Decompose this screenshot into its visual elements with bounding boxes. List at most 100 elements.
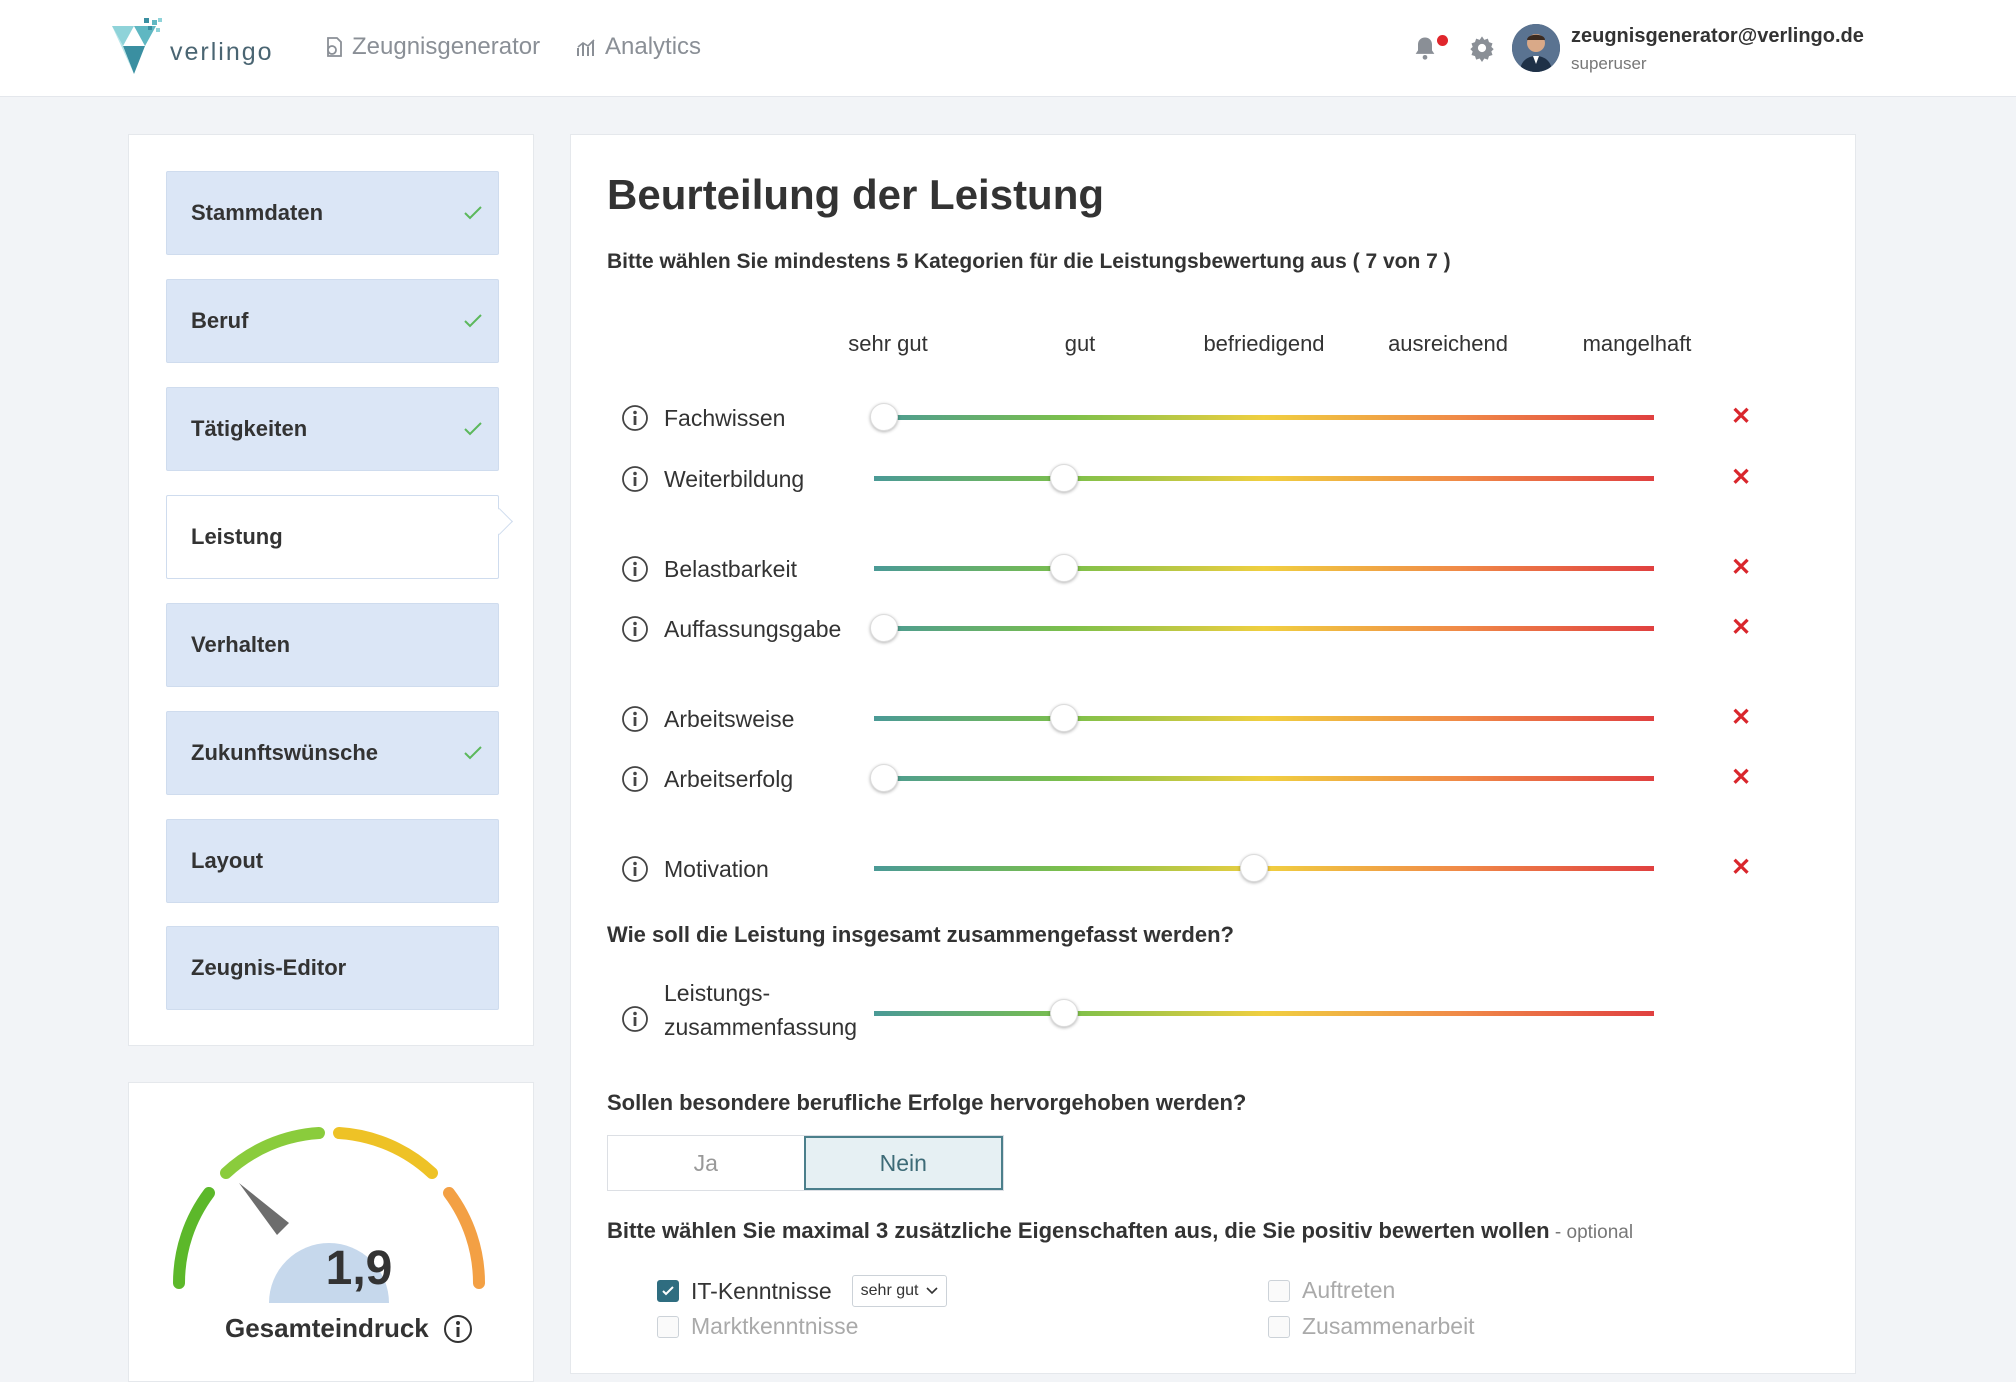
rating-label: Weiterbildung	[664, 466, 805, 492]
remove-icon[interactable]: ✕	[1730, 554, 1752, 581]
rating-label: Arbeitsweise	[664, 706, 795, 732]
step-leistung[interactable]: Leistung	[166, 495, 499, 579]
slider-handle[interactable]	[870, 614, 898, 642]
step-label: Verhalten	[191, 632, 291, 657]
slider-handle[interactable]	[870, 403, 898, 431]
extra-auftreten: Auftreten	[1268, 1277, 1395, 1304]
user-email[interactable]: zeugnisgenerator@verlingo.de	[1571, 25, 1864, 47]
step-sidebar: Stammdaten Beruf Tätigkeiten Leistung Ve…	[128, 134, 534, 1046]
rating-row: Fachwissen ✕	[571, 394, 1857, 440]
remove-icon[interactable]: ✕	[1730, 854, 1752, 881]
toggle-ja-button[interactable]: Ja	[608, 1136, 804, 1190]
step-zukunftswuensche[interactable]: Zukunftswünsche	[166, 711, 499, 795]
user-role: superuser	[1571, 54, 1647, 73]
slider-handle[interactable]	[1050, 704, 1078, 732]
info-icon[interactable]	[621, 1005, 649, 1033]
rating-slider-track[interactable]	[870, 614, 1654, 642]
rating-row: Belastbarkeit ✕	[571, 545, 1857, 591]
toggle-nein-button[interactable]: Nein	[803, 1136, 1003, 1190]
rating-row: Motivation ✕	[571, 845, 1857, 891]
rating-row: Arbeitsweise ✕	[571, 695, 1857, 741]
info-icon[interactable]	[621, 465, 649, 493]
gauge-segment-3	[333, 1127, 438, 1179]
checkbox[interactable]	[1268, 1279, 1290, 1302]
slider-handle[interactable]	[1050, 464, 1078, 492]
step-stammdaten[interactable]: Stammdaten	[166, 171, 499, 255]
summary-row: Leistungs- zusammenfassung	[571, 977, 1857, 1040]
bell-icon[interactable]	[1411, 34, 1439, 62]
gauge-hub	[269, 1243, 389, 1303]
slider-gradient	[874, 476, 1654, 481]
rating-slider-track[interactable]	[870, 403, 1654, 431]
extra-marktkenntnisse: Marktkenntnisse	[657, 1313, 858, 1340]
step-beruf[interactable]: Beruf	[166, 279, 499, 363]
nav-analytics[interactable]: Analytics	[575, 33, 701, 61]
slider-gradient	[874, 415, 1654, 420]
remove-icon[interactable]: ✕	[1730, 614, 1752, 641]
rating-select[interactable]: sehr gut	[851, 1275, 948, 1307]
slider-handle[interactable]	[1050, 999, 1078, 1027]
step-taetigkeiten[interactable]: Tätigkeiten	[166, 387, 499, 471]
slider-handle[interactable]	[1050, 554, 1078, 582]
info-icon[interactable]	[621, 705, 649, 733]
step-verhalten[interactable]: Verhalten	[166, 603, 499, 687]
step-label: Zeugnis-Editor	[191, 955, 347, 980]
slider-gradient	[874, 566, 1654, 571]
rating-slider-track[interactable]	[874, 464, 1654, 492]
step-label: Layout	[191, 848, 264, 873]
step-label: Leistung	[191, 524, 283, 549]
checkbox-checked[interactable]	[657, 1280, 679, 1302]
checkbox[interactable]	[1268, 1315, 1290, 1338]
rating-slider-track[interactable]	[874, 554, 1654, 582]
step-layout[interactable]: Layout	[166, 819, 499, 903]
remove-icon[interactable]: ✕	[1730, 403, 1752, 430]
logo-text: verlingo	[170, 38, 274, 66]
rating-slider-track[interactable]	[874, 854, 1654, 882]
step-zeugnis-editor[interactable]: Zeugnis-Editor	[166, 926, 499, 1010]
slider-handle[interactable]	[870, 764, 898, 792]
check-icon	[464, 746, 482, 760]
slider-handle[interactable]	[1240, 854, 1268, 882]
extra-zusammenarbeit: Zusammenarbeit	[1268, 1313, 1475, 1340]
notification-dot	[1437, 35, 1448, 46]
info-icon[interactable]	[621, 615, 649, 643]
rating-row: Auffassungsgabe ✕	[571, 605, 1857, 651]
extra-label: Zusammenarbeit	[1302, 1313, 1475, 1339]
grade-mangelhaft: mangelhaft	[1582, 331, 1692, 356]
gauge-segment-4	[443, 1187, 485, 1289]
info-icon[interactable]	[621, 404, 649, 432]
rating-row: Arbeitserfolg ✕	[571, 755, 1857, 801]
info-icon[interactable]	[621, 765, 649, 793]
slider-gradient	[874, 716, 1654, 721]
logo-mark-icon	[112, 18, 162, 74]
rating-slider-track[interactable]	[874, 704, 1654, 732]
info-icon[interactable]	[443, 1314, 473, 1344]
page-title: Beurteilung der Leistung	[607, 171, 1105, 218]
avatar[interactable]	[1512, 24, 1560, 72]
select-value: sehr gut	[860, 1282, 919, 1299]
rating-row: Weiterbildung ✕	[571, 455, 1857, 501]
rating-label: Fachwissen	[664, 405, 786, 431]
gauge-chart	[173, 1127, 485, 1303]
user-photo-icon	[1512, 24, 1560, 72]
extra-label: Auftreten	[1302, 1277, 1396, 1303]
nav-zeugnisgenerator[interactable]: Zeugnisgenerator	[322, 33, 540, 61]
remove-icon[interactable]: ✕	[1730, 704, 1752, 731]
summary-label-line1: Leistungs-	[664, 980, 771, 1006]
category-instruction: Bitte wählen Sie mindestens 5 Kategorien…	[607, 250, 1451, 273]
check-icon	[464, 206, 482, 220]
remove-icon[interactable]: ✕	[1730, 464, 1752, 491]
slider-gradient	[874, 776, 1654, 781]
gear-icon[interactable]	[1468, 34, 1496, 62]
info-icon[interactable]	[621, 555, 649, 583]
gauge-label: Gesamteindruck	[225, 1313, 473, 1344]
rating-label: Motivation	[664, 856, 769, 882]
checkbox[interactable]	[657, 1315, 679, 1338]
remove-icon[interactable]: ✕	[1730, 764, 1752, 791]
verlingo-logo[interactable]: verlingo	[110, 18, 280, 80]
rating-label: Auffassungsgabe	[664, 616, 842, 642]
gauge-segment-2	[220, 1127, 325, 1179]
info-icon[interactable]	[621, 855, 649, 883]
summary-slider-track[interactable]	[874, 999, 1654, 1027]
rating-slider-track[interactable]	[870, 764, 1654, 792]
